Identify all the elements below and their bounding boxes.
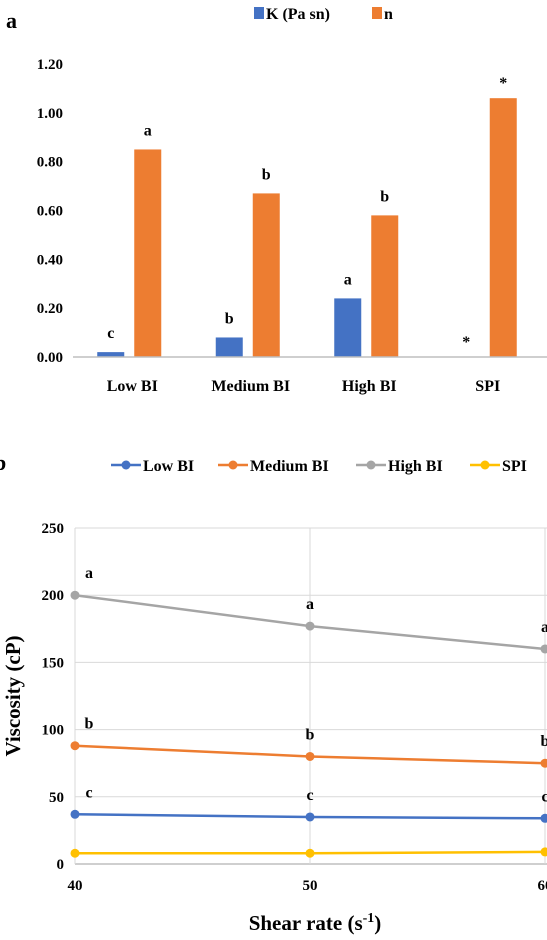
line-point [305, 621, 315, 631]
bar-category-label: Low BI [107, 378, 158, 395]
bar-significance-label: b [380, 188, 389, 205]
line-y-tick-label: 150 [42, 655, 65, 671]
bar-significance-label: * [499, 75, 507, 92]
line-point [70, 590, 80, 600]
line-x-ticks: 40 50 60 [68, 878, 547, 894]
bar-y-tick-label: 1.20 [37, 57, 63, 73]
line-point [540, 813, 547, 823]
bar-y-tick-label: 0.00 [37, 350, 63, 366]
line-y-tick-label: 0 [57, 857, 65, 873]
line-y-ticks: 0 50 100 150 200 250 [42, 521, 65, 873]
line-legend-marker [121, 460, 131, 470]
line-legend-marker [480, 460, 490, 470]
line-significance-label: a [85, 565, 93, 582]
line-legend-label: Medium BI [250, 458, 329, 475]
line-significance-label: b [541, 733, 547, 750]
line-y-tick-label: 50 [49, 790, 64, 806]
line-legend-marker [366, 460, 376, 470]
bar-k-high-bi [334, 298, 362, 357]
bar-n-low-bi [134, 149, 162, 357]
bar-category-label: Medium BI [211, 378, 290, 395]
line-significance-label: b [85, 716, 94, 733]
line-x-tick-label: 50 [303, 878, 318, 894]
bar-y-tick-label: 0.60 [37, 204, 63, 220]
line-significance-label: a [541, 619, 547, 636]
bar-chart-panel: K (Pa sn) n 0.000.200.400.600.801.001.20 … [37, 6, 547, 395]
bar-significance-label: a [144, 122, 152, 139]
bar-legend-swatch [372, 7, 382, 19]
bar-significance-label: b [262, 166, 271, 183]
bar-legend-label: K (Pa sn) [266, 6, 330, 23]
line-y-axis-title: Viscosity (cP) [1, 635, 25, 756]
line-significance-label: c [85, 784, 92, 801]
line-point [540, 758, 547, 768]
line-point [305, 848, 315, 858]
bar-annotations: c a b b a b * * [107, 75, 507, 351]
bar-y-tick-label: 0.80 [37, 155, 63, 171]
bar-n-high-bi [371, 215, 399, 357]
line-x-tick-label: 60 [538, 878, 547, 894]
line-legend-label: Low BI [143, 458, 194, 475]
bar-y-ticks: 0.00 0.20 0.40 0.60 0.80 1.00 1.20 [37, 57, 63, 366]
bar-category-label: SPI [475, 378, 500, 395]
bar-y-tick-label: 0.40 [37, 252, 63, 268]
line-point [540, 847, 547, 857]
line-point [540, 644, 547, 654]
line-significance-label: c [541, 788, 547, 805]
line-chart-legend: Low BI Medium BI High BI SPI [111, 458, 527, 475]
line-x-axis-title: Shear rate (s-1) [249, 911, 382, 935]
line-gridlines [74, 527, 547, 865]
line-x-tick-label: 40 [68, 878, 83, 894]
bar-significance-label: * [462, 334, 470, 351]
bar-chart-legend: K (Pa sn) n [254, 6, 393, 23]
line-y-tick-label: 250 [42, 521, 65, 537]
line-legend-marker [228, 460, 238, 470]
line-y-tick-label: 200 [42, 588, 65, 604]
line-annotations: c c c b b b a a a [85, 565, 547, 805]
panel-a-letter: a [6, 8, 17, 33]
line-point [70, 741, 80, 751]
line-point [305, 812, 315, 822]
bar-k-low-bi [97, 352, 125, 357]
bar-series [97, 98, 517, 357]
line-point [305, 751, 315, 761]
line-series [70, 590, 547, 858]
line-significance-label: c [306, 787, 313, 804]
line-significance-label: a [306, 596, 314, 613]
bar-legend-label: n [384, 6, 393, 23]
line-legend-label: High BI [388, 458, 443, 475]
line-y-tick-label: 100 [42, 723, 65, 739]
bar-n-medium-bi [252, 193, 280, 357]
bar-significance-label: b [225, 310, 234, 327]
line-significance-label: b [306, 726, 315, 743]
line-chart-panel: Low BI Medium BI High BI SPI 0 50 100 150 200 25… [1, 458, 547, 935]
bar-n-spi [489, 98, 517, 357]
panel-b-letter: b [0, 450, 6, 475]
bar-category-labels: Low BI Medium BI High BI SPI [107, 378, 501, 395]
line-point [70, 848, 80, 858]
bar-category-label: High BI [342, 378, 397, 395]
bar-significance-label: a [344, 271, 352, 288]
bar-significance-label: c [107, 325, 114, 342]
bar-legend-swatch [254, 7, 264, 19]
bar-k-medium-bi [215, 337, 243, 357]
bar-y-tick-label: 0.20 [37, 301, 63, 317]
line-point [70, 809, 80, 819]
line-legend-label: SPI [502, 458, 527, 475]
bar-y-tick-label: 1.00 [37, 106, 63, 122]
